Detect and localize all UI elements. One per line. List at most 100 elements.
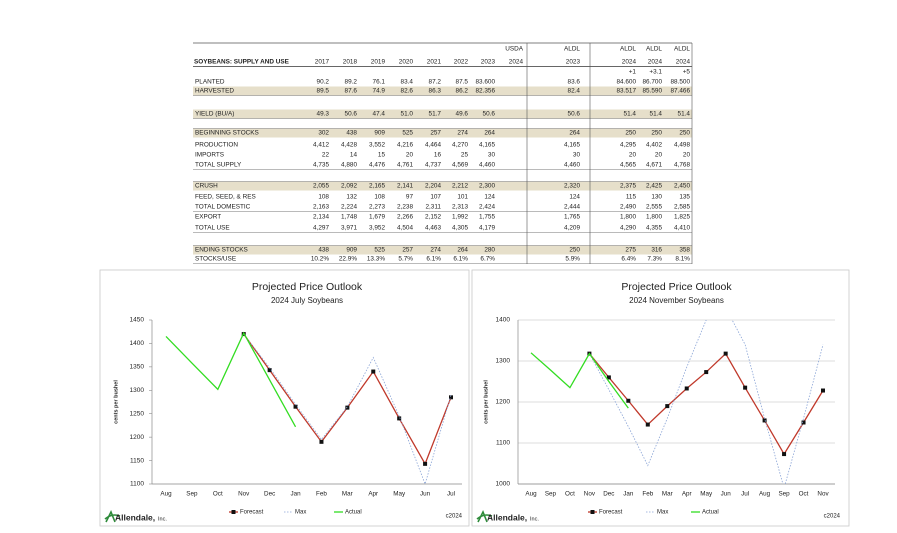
y-tick-label: 1400 <box>496 317 511 324</box>
cell: 30 <box>573 152 581 159</box>
cell: 1,800 <box>620 214 636 221</box>
cell: 4,880 <box>341 162 357 169</box>
cell: 275 <box>625 247 636 254</box>
cell: 16 <box>434 152 442 159</box>
point-marker <box>743 385 748 390</box>
row-label: YIELD (BU/A) <box>195 111 234 118</box>
row-label: PLANTED <box>195 79 225 86</box>
cell: 82.6 <box>401 88 414 95</box>
point-marker <box>267 368 272 373</box>
y-tick-label: 1100 <box>130 481 144 488</box>
cell: 2,163 <box>313 204 329 211</box>
cell: 87.2 <box>429 79 442 86</box>
cell: 4,305 <box>452 225 468 232</box>
row-label: EXPORT <box>195 214 221 221</box>
point-marker <box>345 405 350 410</box>
cell: 909 <box>374 130 385 137</box>
cell: 50.6 <box>483 111 496 118</box>
chart: Projected Price Outlook 2024 November Soy… <box>471 269 850 527</box>
row-label: BEGINNING STOCKS <box>195 130 259 137</box>
x-tick-label: Nov <box>817 491 829 498</box>
cell: 2,134 <box>313 214 329 221</box>
cell: 89.2 <box>345 79 358 86</box>
cell: 4,569 <box>452 162 468 169</box>
x-tick-label: Aug <box>759 491 771 498</box>
cell: 5.9% <box>565 256 580 263</box>
cell: 51.4 <box>678 111 691 118</box>
cell: 135 <box>679 194 690 201</box>
cell: 358 <box>679 247 690 254</box>
x-tick-label: Jul <box>447 491 455 498</box>
column-header: 2023 <box>481 59 496 66</box>
cell: 4,209 <box>564 225 580 232</box>
cell: 2,141 <box>397 183 413 190</box>
x-tick-label: Oct <box>565 491 575 498</box>
chart-subtitle: 2024 July Soybeans <box>271 296 343 305</box>
cell: 2,450 <box>674 183 690 190</box>
cell: 2,300 <box>479 183 495 190</box>
cell: 4,270 <box>452 142 468 149</box>
legend-marker <box>590 510 595 514</box>
cell: 10.2% <box>311 256 329 263</box>
chart-title: Projected Price Outlook <box>252 281 363 293</box>
cell: 4,463 <box>425 225 441 232</box>
column-header: USDA <box>505 46 523 53</box>
point-marker <box>319 439 324 444</box>
cell: 1,679 <box>369 214 385 221</box>
cell: 85.590 <box>642 88 662 95</box>
cell: 3,971 <box>341 225 357 232</box>
cell: 2,092 <box>341 183 357 190</box>
cell: 264 <box>457 247 468 254</box>
cell: 4,460 <box>564 162 580 169</box>
cell: 525 <box>402 130 413 137</box>
y-tick-label: 1300 <box>130 387 145 394</box>
cell: 264 <box>569 130 580 137</box>
cell: 51.4 <box>624 111 637 118</box>
x-tick-label: Oct <box>799 491 809 498</box>
cell: 2,425 <box>646 183 662 190</box>
cell: 4,428 <box>341 142 357 149</box>
cell: 6.1% <box>426 256 441 263</box>
cell: 2,204 <box>425 183 441 190</box>
cell: 6.1% <box>453 256 468 263</box>
x-tick-label: Aug <box>525 491 537 498</box>
cell: 25 <box>461 152 469 159</box>
row-label: TOTAL USE <box>195 225 230 232</box>
y-tick-label: 1400 <box>130 340 145 347</box>
cell: 4,464 <box>425 142 441 149</box>
cell: 22.9% <box>339 256 357 263</box>
x-tick-label: Mar <box>342 491 353 498</box>
row-shade <box>193 86 692 96</box>
cell: 2,152 <box>425 214 441 221</box>
cell: 4,165 <box>479 142 495 149</box>
cell: 4,216 <box>397 142 413 149</box>
cell: 97 <box>406 194 414 201</box>
row-label: TOTAL DOMESTIC <box>195 204 251 211</box>
x-tick-label: Nov <box>238 491 250 498</box>
point-marker <box>684 386 689 391</box>
cell: 88.500 <box>670 79 690 86</box>
cell: 274 <box>430 247 441 254</box>
cell: 1,800 <box>646 214 662 221</box>
cell: 107 <box>430 194 441 201</box>
legend-label: Max <box>295 510 306 516</box>
cell: 51.7 <box>429 111 442 118</box>
row-shade <box>193 109 692 119</box>
y-tick-label: 1350 <box>130 364 145 371</box>
cell: 2,313 <box>452 204 468 211</box>
y-axis-label: cents per bushel <box>483 380 489 424</box>
legend-label: Forecast <box>599 510 623 516</box>
column-header: 2018 <box>343 59 358 66</box>
x-tick-label: Feb <box>642 491 653 498</box>
cell: 20 <box>406 152 414 159</box>
x-tick-label: Jan <box>623 491 634 498</box>
adjustment: +3.1 <box>649 69 662 76</box>
cell: 13.3% <box>367 256 385 263</box>
cell: 2,490 <box>620 204 636 211</box>
cell: 2,055 <box>313 183 329 190</box>
cell: 4,460 <box>479 162 495 169</box>
chart-subtitle: 2024 November Soybeans <box>629 296 724 305</box>
cell: 1,992 <box>452 214 468 221</box>
cell: 2,266 <box>397 214 413 221</box>
